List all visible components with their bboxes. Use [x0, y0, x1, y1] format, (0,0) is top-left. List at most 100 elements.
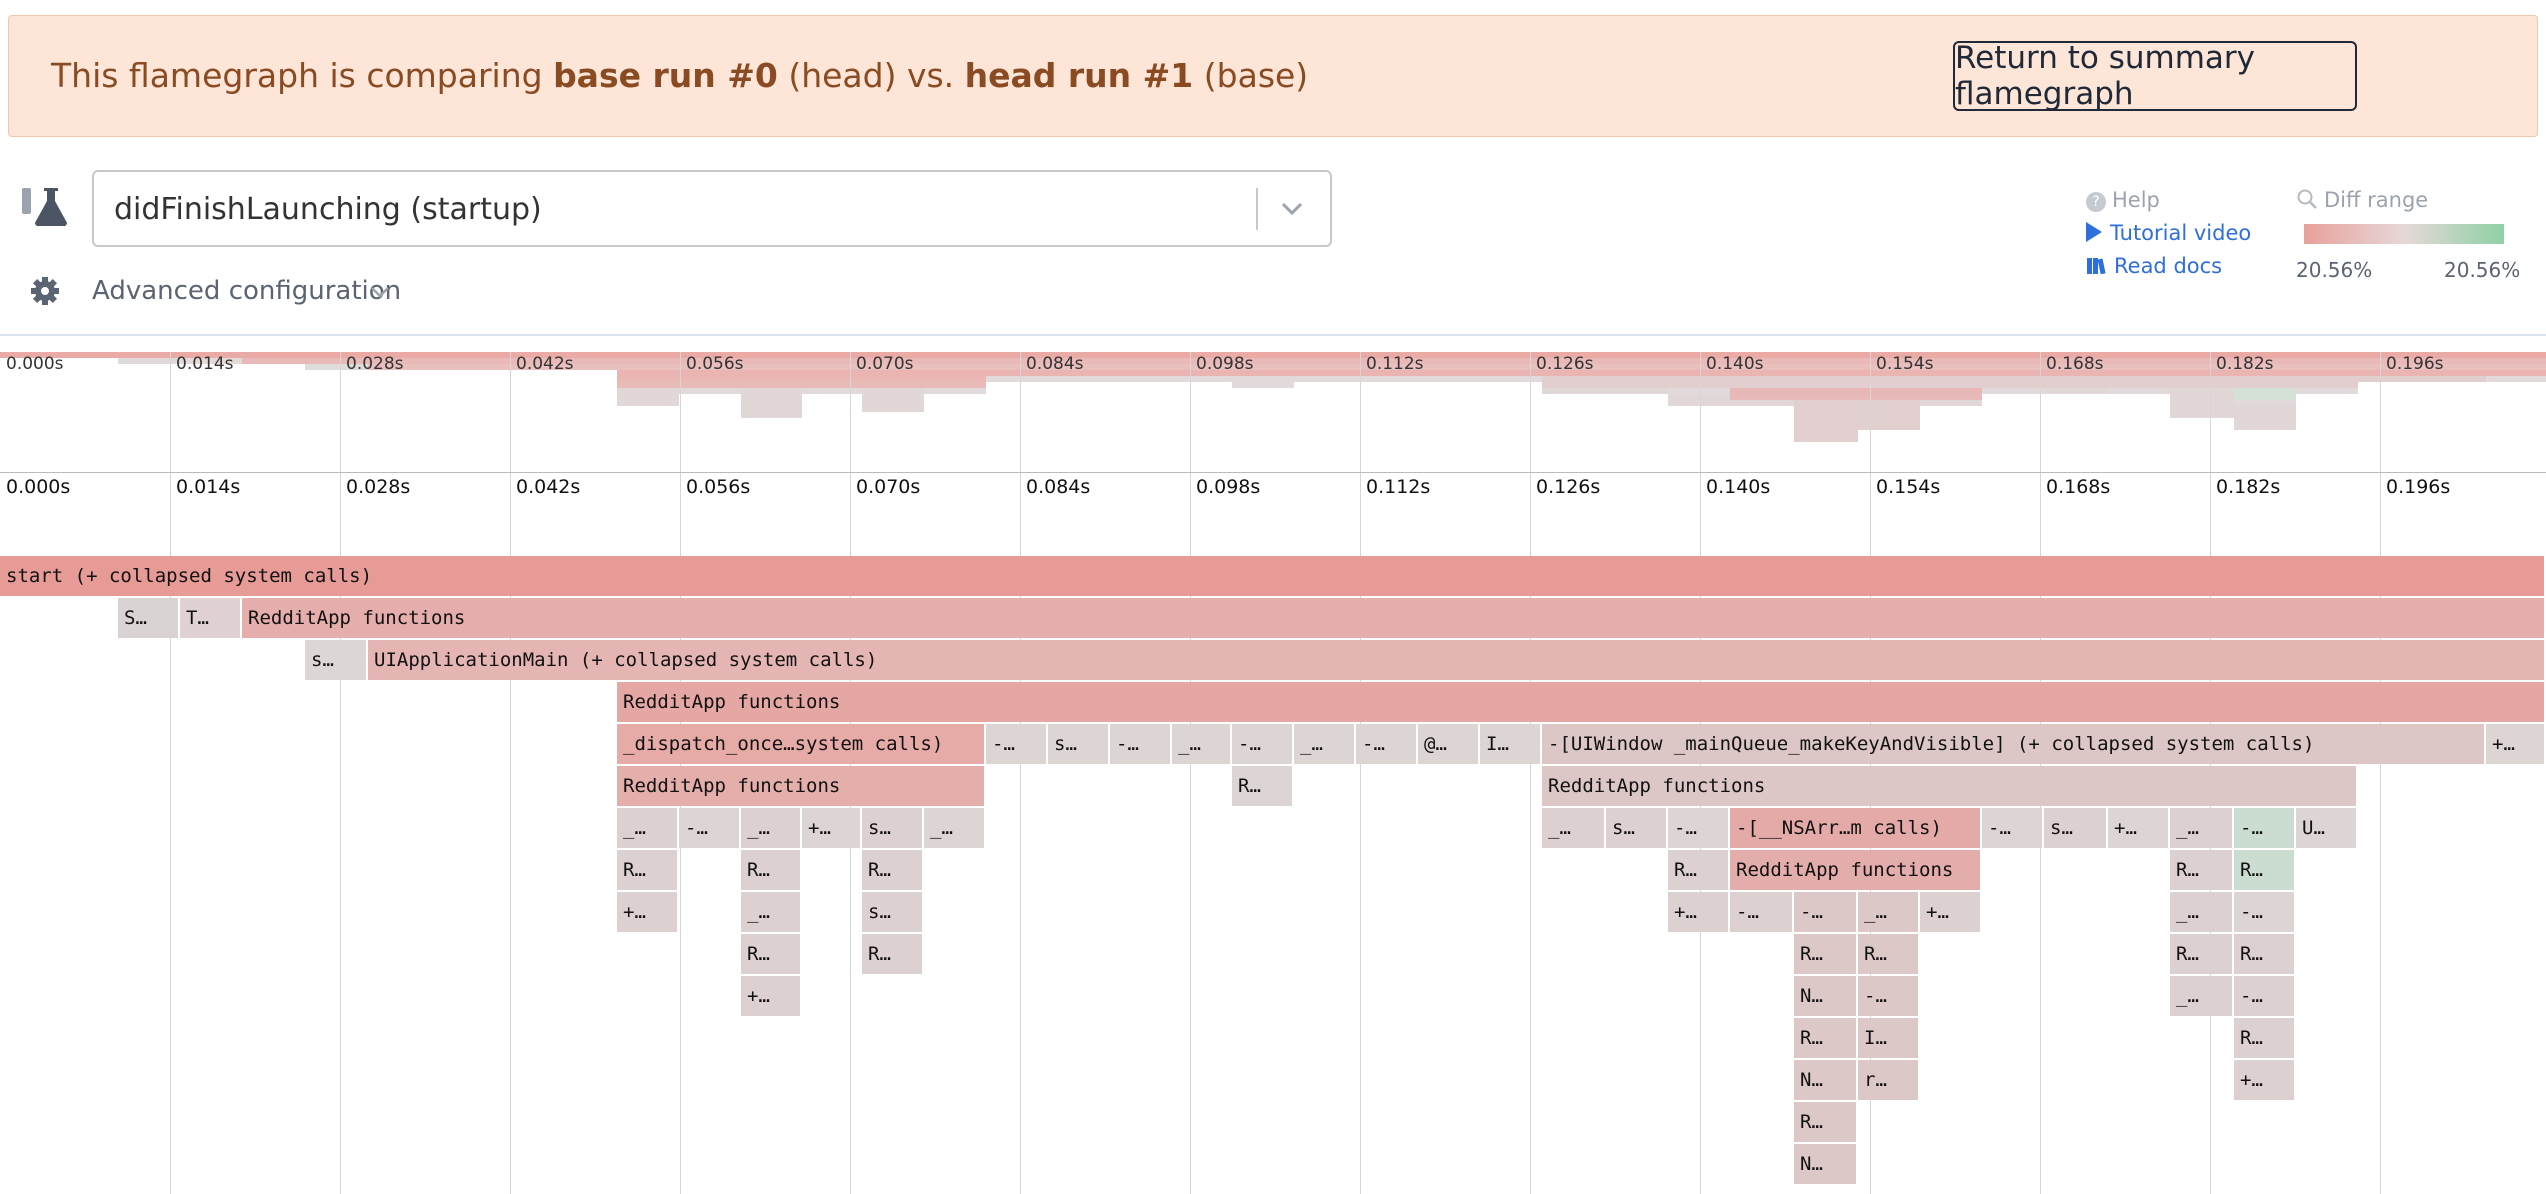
book-icon	[2086, 256, 2106, 281]
flame-frame[interactable]: -…	[1858, 976, 1920, 1016]
flame-frame[interactable]: -…	[679, 808, 741, 848]
select-separator	[1256, 188, 1258, 230]
flame-frame[interactable]: _…	[924, 808, 986, 848]
flame-frame[interactable]: -…	[1356, 724, 1418, 764]
flame-frame[interactable]: @…	[1418, 724, 1480, 764]
flame-frame[interactable]: -…	[1730, 892, 1794, 932]
flame-frame[interactable]: R…	[617, 850, 679, 890]
flame-frame[interactable]: -…	[2234, 976, 2296, 1016]
flame-frame[interactable]: -…	[1794, 892, 1858, 932]
flame-frame[interactable]: +…	[617, 892, 679, 932]
flame-frame[interactable]: start (+ collapsed system calls)	[0, 556, 2546, 596]
flame-frame[interactable]: _…	[1172, 724, 1232, 764]
flame-frame[interactable]: R…	[1794, 934, 1858, 974]
tutorial-video-link[interactable]: Tutorial video	[2086, 221, 2251, 245]
flame-frame[interactable]: _…	[741, 892, 802, 932]
flame-frame[interactable]: UIApplicationMain (+ collapsed system ca…	[368, 640, 2546, 680]
flame-frame[interactable]: R…	[1794, 1102, 1858, 1142]
flame-frame[interactable]: I…	[1858, 1018, 1920, 1058]
flame-frame[interactable]: +…	[2108, 808, 2170, 848]
minimap-frame	[924, 388, 986, 394]
flame-frame[interactable]: +…	[1920, 892, 1982, 932]
return-to-summary-button[interactable]: Return to summary flamegraph	[1953, 40, 2357, 112]
flame-frame[interactable]: -[__NSArr…m calls)	[1730, 808, 1982, 848]
flame-frame[interactable]: R…	[2170, 934, 2234, 974]
flame-frame[interactable]: I…	[1480, 724, 1542, 764]
flame-frame[interactable]: R…	[2234, 1018, 2296, 1058]
flame-frame[interactable]: s…	[862, 892, 924, 932]
flame-frame[interactable]: -…	[1110, 724, 1172, 764]
minimap-grid-line	[510, 352, 511, 472]
flame-frame[interactable]: R…	[862, 934, 924, 974]
minimap-grid-line	[1020, 352, 1021, 472]
flamegraph-minimap[interactable]: 0.000s 0.014s 0.028s 0.042s 0.056s 0.070s 0.08…	[0, 352, 2546, 472]
flame-frame[interactable]: _…	[1294, 724, 1356, 764]
flame-frame[interactable]: R…	[862, 850, 924, 890]
flame-frame[interactable]: +…	[1668, 892, 1730, 932]
flame-frame[interactable]: _dispatch_once…system calls)	[617, 724, 986, 764]
flame-frame[interactable]: s…	[1606, 808, 1668, 848]
flame-frame[interactable]: R…	[1858, 934, 1920, 974]
flamegraph[interactable]: 0.000s 0.014s 0.028s 0.042s 0.056s 0.070s 0.08…	[0, 473, 2546, 1194]
flame-frame[interactable]: RedditApp functions	[617, 682, 2546, 722]
flame-frame[interactable]: -…	[1982, 808, 2044, 848]
flame-frame[interactable]: _…	[2170, 892, 2234, 932]
flame-frame[interactable]: _…	[2170, 808, 2234, 848]
minimap-grid-line	[680, 352, 681, 472]
flame-frame[interactable]: RedditApp functions	[242, 598, 2546, 638]
read-docs-link[interactable]: Read docs	[2086, 254, 2222, 281]
flame-frame[interactable]: R…	[741, 934, 802, 974]
flame-frame[interactable]: +…	[2234, 1060, 2296, 1100]
flame-frame[interactable]: RedditApp functions	[1542, 766, 2358, 806]
banner-base-suffix: (head) vs.	[777, 56, 965, 95]
flame-frame[interactable]: -…	[1668, 808, 1730, 848]
flame-frame[interactable]: +…	[802, 808, 862, 848]
flame-frame[interactable]: _…	[2170, 976, 2234, 1016]
flame-frame[interactable]: s…	[1048, 724, 1110, 764]
minimap-frame	[2296, 388, 2358, 394]
flame-frame[interactable]: T…	[180, 598, 242, 638]
minimap-frame	[305, 364, 368, 370]
chevron-down-icon[interactable]	[368, 280, 392, 309]
minimap-frame	[1794, 412, 1858, 418]
flame-frame[interactable]: R…	[1232, 766, 1294, 806]
flame-frame[interactable]: U…	[2296, 808, 2358, 848]
flame-frame[interactable]: RedditApp functions	[617, 766, 986, 806]
flame-frame[interactable]: _…	[617, 808, 679, 848]
startup-selector[interactable]: didFinishLaunching (startup)	[92, 170, 1332, 247]
flame-frame[interactable]: R…	[2170, 850, 2234, 890]
flame-frame[interactable]: R…	[2234, 934, 2296, 974]
flame-frame[interactable]: -[UIWindow _mainQueue_makeKeyAndVisible]…	[1542, 724, 2486, 764]
flame-frame[interactable]: _…	[741, 808, 802, 848]
flame-frame[interactable]: r…	[1858, 1060, 1920, 1100]
flame-frame[interactable]: _…	[1542, 808, 1606, 848]
flame-frame[interactable]: R…	[741, 850, 802, 890]
minimap-tick-label: 0.196s	[2386, 354, 2444, 374]
flame-frame[interactable]: s…	[305, 640, 368, 680]
minimap-frame	[1730, 388, 1982, 394]
flame-frame[interactable]: N…	[1794, 976, 1858, 1016]
minimap-frame	[617, 388, 679, 394]
flame-frame[interactable]: N…	[1794, 1060, 1858, 1100]
flame-frame[interactable]: RedditApp functions	[1730, 850, 1982, 890]
time-tick-label: 0.154s	[1876, 476, 1941, 498]
flame-frame[interactable]: -…	[2234, 808, 2296, 848]
flame-frame[interactable]: +…	[741, 976, 802, 1016]
flame-frame[interactable]: +…	[2486, 724, 2546, 764]
flame-frame[interactable]: _…	[1858, 892, 1920, 932]
flame-frame[interactable]: s…	[862, 808, 924, 848]
flame-frame[interactable]: -…	[986, 724, 1048, 764]
base-run-label: base run #0	[553, 56, 778, 95]
flame-frame[interactable]: -…	[1232, 724, 1294, 764]
advanced-configuration-toggle[interactable]: Advanced configuration	[92, 276, 402, 306]
chevron-down-icon[interactable]	[1278, 194, 1306, 227]
flame-frame[interactable]: N…	[1794, 1144, 1858, 1184]
time-tick-label: 0.098s	[1196, 476, 1261, 498]
flame-frame[interactable]: R…	[1794, 1018, 1858, 1058]
flame-frame[interactable]: R…	[1668, 850, 1730, 890]
flame-frame[interactable]: s…	[2044, 808, 2108, 848]
flame-frame[interactable]: -…	[2234, 892, 2296, 932]
banner-head-suffix: (base)	[1193, 56, 1309, 95]
flame-frame[interactable]: R…	[2234, 850, 2296, 890]
flame-frame[interactable]: S…	[118, 598, 180, 638]
